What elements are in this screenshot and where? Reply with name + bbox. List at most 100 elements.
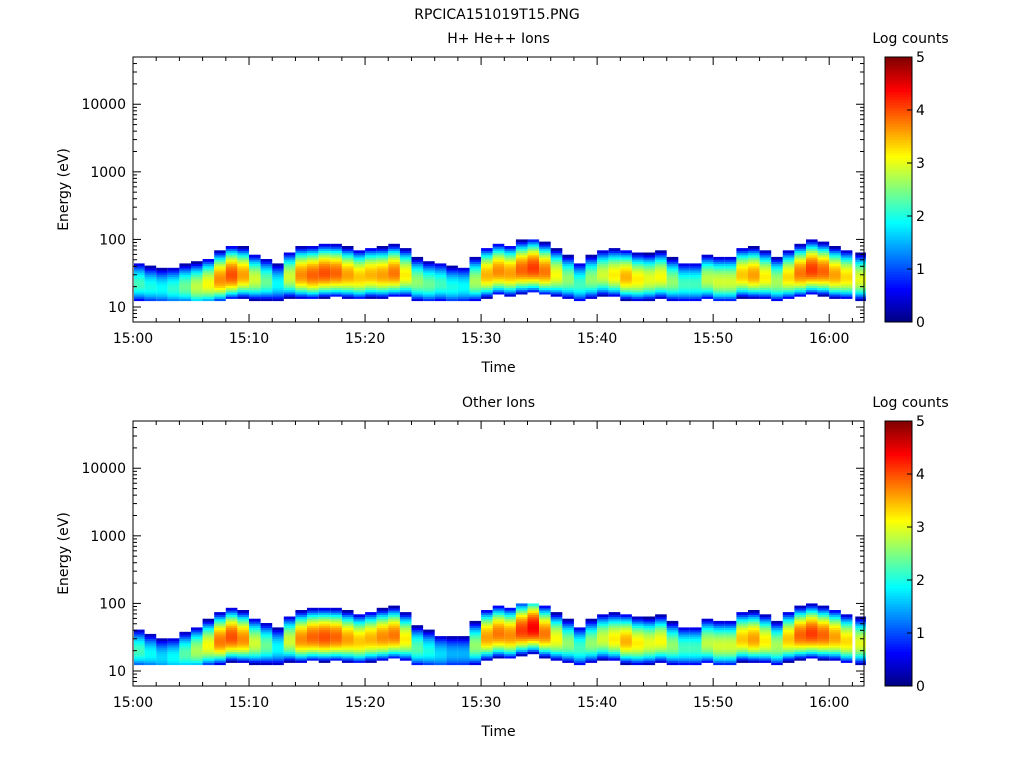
heatmap-cell [736,289,748,293]
figure-title: RPCICA151019T15.PNG [414,7,579,23]
heatmap-cell [457,653,470,657]
heatmap-cell [748,296,760,299]
heatmap-cell [434,280,447,284]
heatmap-cell [829,261,841,264]
heatmap-cell [550,655,563,659]
heatmap-cell [678,280,690,284]
heatmap-cell [353,272,366,275]
heatmap-cell [701,636,714,639]
heatmap-cell [272,272,284,275]
heatmap-cell [434,289,447,293]
heatmap-cell [225,274,238,278]
heatmap-cell [307,259,319,262]
heatmap-cell [214,296,226,299]
heatmap-cell [829,287,841,291]
heatmap-cell [481,655,493,659]
heatmap-cell [736,660,748,663]
heatmap-cell [307,289,319,293]
heatmap-cell [736,293,748,297]
heatmap-cell [713,296,725,299]
heatmap-cell [539,267,551,271]
heatmap-cell [504,640,516,644]
y-tick-label: 100 [99,232,126,248]
heatmap-cell [527,629,540,633]
heatmap-cell [307,620,319,624]
heatmap-cell [713,657,725,661]
heatmap-cell [202,644,215,648]
heatmap-cell [446,278,458,282]
heatmap-cell [515,631,528,635]
heatmap-cell [134,662,145,666]
heatmap-cell [225,636,238,639]
heatmap-cell [782,287,795,291]
heatmap-cell [225,246,238,249]
heatmap-cell [283,254,296,258]
heatmap-cell [446,644,458,648]
heatmap-cell [840,651,853,655]
heatmap-cell [631,280,644,284]
heatmap-cell [249,265,261,269]
heatmap-cell [457,267,470,271]
heatmap-cell [249,647,261,650]
heatmap-cell [341,248,354,251]
heatmap-cell [690,644,702,648]
heatmap-cell [678,269,690,273]
heatmap-cell [318,614,331,618]
heatmap-cell [771,625,783,628]
heatmap-cell [249,256,261,260]
heatmap-cell [295,649,307,652]
heatmap-cell [330,651,342,655]
heatmap-cell [573,289,586,293]
heatmap-cell [481,256,493,260]
heatmap-cell [840,653,853,657]
heatmap-cell [724,261,737,264]
heatmap-cell [388,612,400,615]
heatmap-cell [515,250,528,254]
heatmap-cell [283,263,296,267]
heatmap-cell [399,283,412,286]
heatmap-cell [272,651,284,655]
colorbar-swatch [885,316,912,320]
heatmap-cell [237,625,249,628]
heatmap-cell [643,662,656,666]
heatmap-cell [620,280,632,284]
heatmap-cell [167,644,180,648]
heatmap-cell [307,618,319,622]
heatmap-cell [411,283,424,286]
heatmap-cell [713,256,725,260]
heatmap-cell [295,246,307,249]
heatmap-cell [214,631,226,635]
heatmap-cell [608,285,621,288]
heatmap-cell [748,655,760,659]
heatmap-cell [156,298,168,302]
heatmap-cell [307,276,319,280]
heatmap-cell [191,633,203,637]
heatmap-cell [515,280,528,284]
colorbar-swatch [885,444,912,448]
colorbar-swatch [885,218,912,222]
heatmap-cell [597,274,609,278]
heatmap-cell [550,633,563,637]
heatmap-cell [829,276,841,280]
heatmap-cell [855,293,866,297]
heatmap-cell [504,285,516,288]
heatmap-cell [365,620,377,624]
heatmap-cell [191,280,203,284]
heatmap-cell [817,259,830,262]
heatmap-cell [829,274,841,278]
heatmap-cell [318,272,331,275]
heatmap-cell [272,649,284,652]
heatmap-cell [666,629,679,633]
heatmap-cell [365,250,377,254]
heatmap-cell [191,269,203,273]
heatmap-cell [469,272,482,275]
heatmap-cell [481,267,493,271]
heatmap-cell [457,269,470,273]
heatmap-cell [759,627,772,631]
heatmap-cell [759,269,772,273]
heatmap-cell [353,640,366,644]
heatmap-cell [307,254,319,258]
heatmap-cell [399,653,412,657]
heatmap-cell [260,655,273,659]
heatmap-cell [481,620,493,624]
